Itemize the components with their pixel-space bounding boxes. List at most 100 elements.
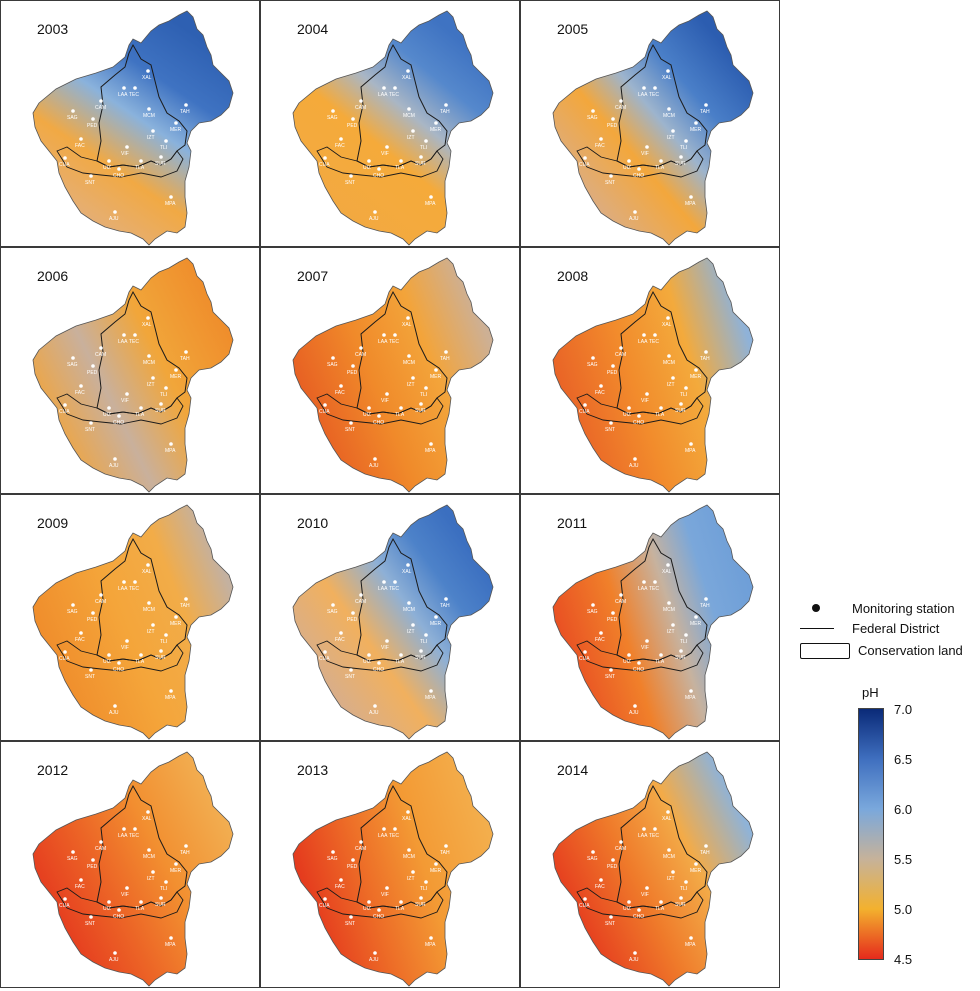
map-panel: AJU MPA SNT TLA UIZ SUR CUA MCM LAA TEC XAL MER PED C… <box>520 0 780 247</box>
legend-district-label: Federal District <box>852 620 940 636</box>
station-label: PED <box>607 864 618 870</box>
station-label: AJU <box>629 710 639 716</box>
station-label: SAG <box>587 362 598 368</box>
monitoring-station <box>609 421 613 425</box>
monitoring-station <box>99 593 103 597</box>
monitoring-station <box>139 653 143 657</box>
monitoring-station <box>351 858 355 862</box>
station-label: MPA <box>685 201 696 207</box>
conservation-land-boundary <box>576 393 704 425</box>
colorbar-tick-label: 5.0 <box>894 902 913 917</box>
year-label: 2005 <box>557 21 589 37</box>
monitoring-station <box>151 870 155 874</box>
station-label: FAC <box>335 390 345 396</box>
monitoring-station <box>627 900 631 904</box>
conservation-land-boundary <box>576 887 704 919</box>
station-label: PED <box>87 370 98 376</box>
monitoring-station <box>694 368 698 372</box>
station-label: PED <box>607 617 618 623</box>
station-label: SUR <box>155 902 166 908</box>
monitoring-station <box>424 139 428 143</box>
monitoring-station <box>633 210 637 214</box>
station-label: SAG <box>587 115 598 121</box>
station-label: VIF <box>381 151 389 157</box>
monitoring-station <box>429 689 433 693</box>
station-label: CUA <box>59 903 70 909</box>
year-label: 2011 <box>557 515 588 531</box>
station-label: SUR <box>675 161 686 167</box>
monitoring-station <box>164 139 168 143</box>
station-label: AJU <box>629 957 639 963</box>
year-label: 2006 <box>37 268 69 284</box>
station-label: VIF <box>381 398 389 404</box>
monitoring-station <box>349 174 353 178</box>
legend-conservation-label: Conservation land <box>858 642 963 658</box>
monitoring-station <box>689 195 693 199</box>
ph-surface <box>552 751 754 987</box>
monitoring-station <box>133 86 137 90</box>
station-label: SNT <box>85 427 95 433</box>
station-label: SAG <box>327 856 338 862</box>
conservation-land-boundary <box>576 640 704 672</box>
map-panel: AJU MPA SNT TLA UIZ SUR CUA MCM LAA TEC XAL MER PED C… <box>260 741 520 988</box>
monitoring-station <box>659 653 663 657</box>
station-label: MCM <box>663 854 675 860</box>
station-label: MCM <box>663 360 675 366</box>
station-label: TLI <box>160 886 167 892</box>
station-label: LAA <box>378 92 388 98</box>
monitoring-station <box>147 601 151 605</box>
station-label: IZT <box>407 876 415 882</box>
year-label: 2013 <box>297 762 329 778</box>
year-label: 2004 <box>297 21 329 37</box>
monitoring-station <box>367 900 371 904</box>
ph-surface <box>552 10 754 246</box>
monitoring-station <box>382 333 386 337</box>
station-label: CHO <box>373 667 384 673</box>
station-label: LAA <box>118 339 128 345</box>
station-label: IZT <box>407 629 415 635</box>
station-label: LAA <box>638 339 648 345</box>
monitoring-station <box>637 414 641 418</box>
station-label: LAA <box>638 92 648 98</box>
station-label: MPA <box>685 942 696 948</box>
station-label: PED <box>347 370 358 376</box>
station-label: MCM <box>663 113 675 119</box>
station-label: TAH <box>180 603 190 609</box>
station-label: TAH <box>700 603 710 609</box>
monitoring-station <box>331 850 335 854</box>
monitoring-station <box>627 159 631 163</box>
station-label: CAM <box>95 352 106 358</box>
monitoring-station <box>367 159 371 163</box>
station-label: SUR <box>415 655 426 661</box>
station-label: XAL <box>402 569 412 575</box>
station-label: FAC <box>75 390 85 396</box>
station-label: MCM <box>403 607 415 613</box>
map-grid: AJU MPA SNT TLA UIZ SUR CUA MCM LAA TEC XAL MER PED C… <box>0 0 780 988</box>
monitoring-station <box>611 858 615 862</box>
monitoring-station <box>63 156 67 160</box>
station-label: SUR <box>415 902 426 908</box>
ph-map: AJU MPA SNT TLA UIZ SUR CUA MCM LAA TEC XAL MER PED C… <box>552 10 754 246</box>
monitoring-station <box>419 649 423 653</box>
monitoring-station <box>174 121 178 125</box>
station-label: TLI <box>680 886 687 892</box>
ph-map: AJU MPA SNT TLA UIZ SUR CUA MCM LAA TEC XAL MER PED C… <box>292 257 494 493</box>
monitoring-station <box>667 601 671 605</box>
year-label: 2007 <box>297 268 329 284</box>
station-label: CAM <box>95 846 106 852</box>
monitoring-station <box>382 580 386 584</box>
station-label: FAC <box>595 884 605 890</box>
ph-map: AJU MPA SNT TLA UIZ SUR CUA MCM LAA TEC XAL MER PED C… <box>552 257 754 493</box>
station-label: AJU <box>629 216 639 222</box>
year-label: 2003 <box>37 21 69 37</box>
monitoring-station <box>671 623 675 627</box>
station-label: LAA <box>378 339 388 345</box>
monitoring-station <box>411 870 415 874</box>
monitoring-station <box>79 878 83 882</box>
station-label: VIF <box>381 892 389 898</box>
station-label: TEC <box>649 833 659 839</box>
station-label: SNT <box>85 180 95 186</box>
monitoring-station <box>89 174 93 178</box>
legend-conservation-row: Conservation land <box>800 640 963 660</box>
station-label: XAL <box>402 322 412 328</box>
